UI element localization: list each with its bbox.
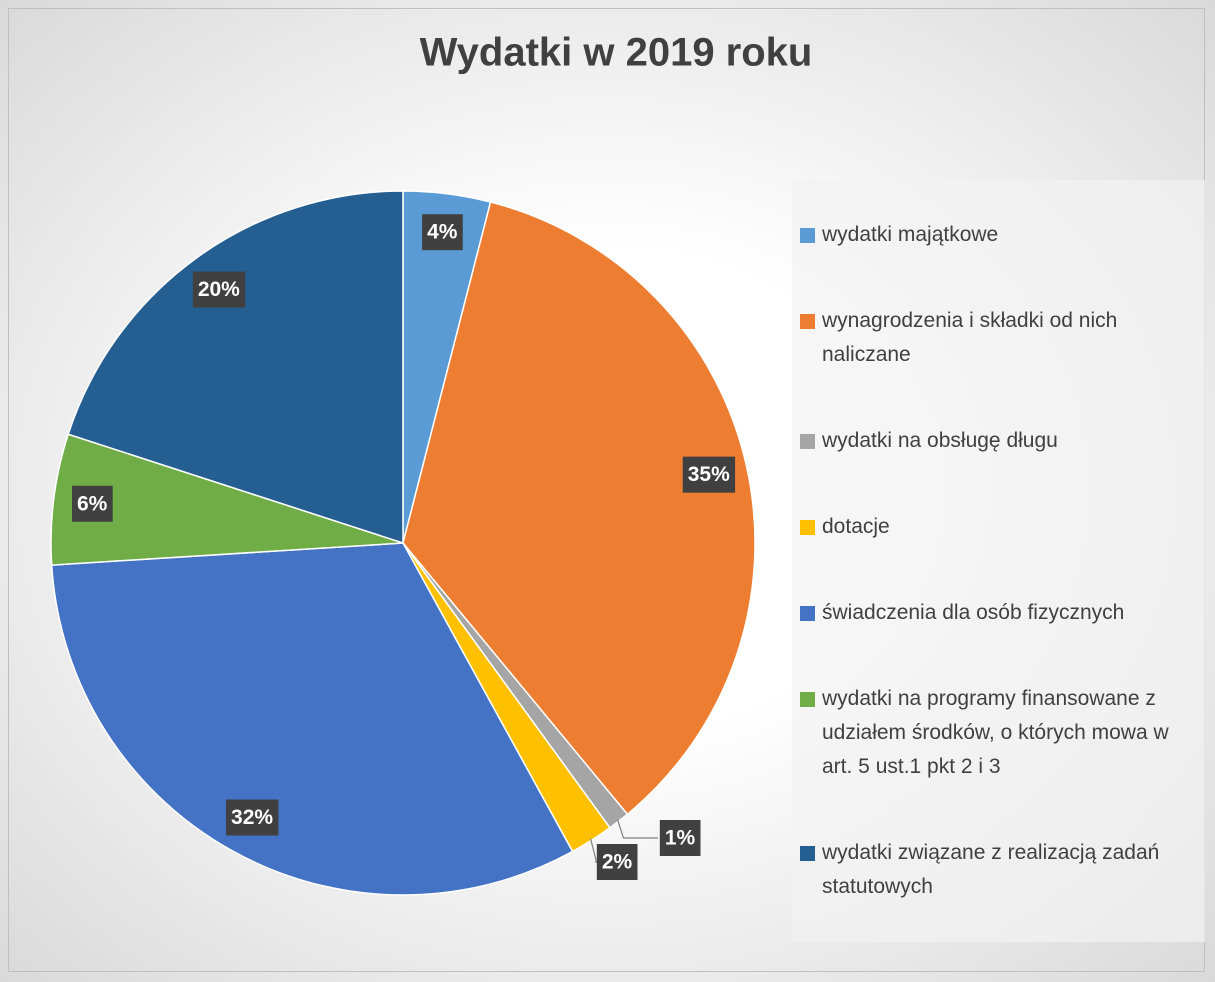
- legend-swatch: [800, 520, 815, 535]
- legend-swatch: [800, 434, 815, 449]
- legend-swatch: [800, 314, 815, 329]
- legend-item: wydatki majątkowe: [792, 218, 1205, 252]
- data-label-box: [72, 485, 113, 522]
- data-label: 1%: [665, 827, 696, 850]
- data-label-box: [226, 799, 279, 836]
- legend-item: wydatki na programy finansowane z udział…: [792, 682, 1205, 784]
- pie-slice: [402, 201, 756, 816]
- legend-label: wydatki majątkowe: [822, 223, 999, 246]
- pie-slice: [67, 190, 404, 545]
- legend-swatch: [800, 606, 815, 621]
- legend-item: wydatki na obsługę długu: [792, 424, 1205, 458]
- legend-label: wydatki na programy finansowane z udział…: [822, 687, 1169, 778]
- legend-label: wydatki związane z realizacją zadań stat…: [822, 841, 1160, 898]
- data-label-box: [682, 456, 736, 493]
- data-label: 32%: [231, 806, 273, 829]
- data-label: 20%: [198, 278, 240, 301]
- legend-label: wydatki na obsługę długu: [822, 429, 1058, 452]
- data-label-box: [422, 214, 463, 251]
- legend-label: świadczenia dla osób fizycznych: [822, 601, 1125, 624]
- data-label: 35%: [688, 463, 730, 486]
- legend-item: dotacje: [792, 510, 1205, 544]
- data-label-box: [192, 271, 246, 308]
- legend-label: dotacje: [822, 515, 890, 538]
- leader-line: [616, 819, 658, 839]
- legend-item: wydatki związane z realizacją zadań stat…: [792, 836, 1205, 904]
- legend-item: świadczenia dla osób fizycznych: [792, 596, 1205, 630]
- legend: wydatki majątkowe wynagrodzenia i składki…: [792, 180, 1205, 942]
- legend-swatch: [800, 692, 815, 707]
- data-label: 4%: [427, 221, 458, 244]
- legend-swatch: [800, 228, 815, 243]
- leader-line: [589, 838, 598, 863]
- legend-label: wynagrodzenia i składki od nich naliczan…: [822, 309, 1118, 366]
- legend-item: wynagrodzenia i składki od nich naliczan…: [792, 304, 1205, 372]
- data-label: 2%: [602, 851, 633, 874]
- data-label-box: [659, 820, 701, 856]
- data-label: 6%: [77, 492, 108, 515]
- pie-slice: [50, 542, 574, 896]
- chart-title: Wydatki w 2019 roku: [420, 31, 813, 75]
- pie-slice: [50, 433, 404, 566]
- data-label-box: [596, 844, 638, 880]
- legend-swatch: [800, 846, 815, 861]
